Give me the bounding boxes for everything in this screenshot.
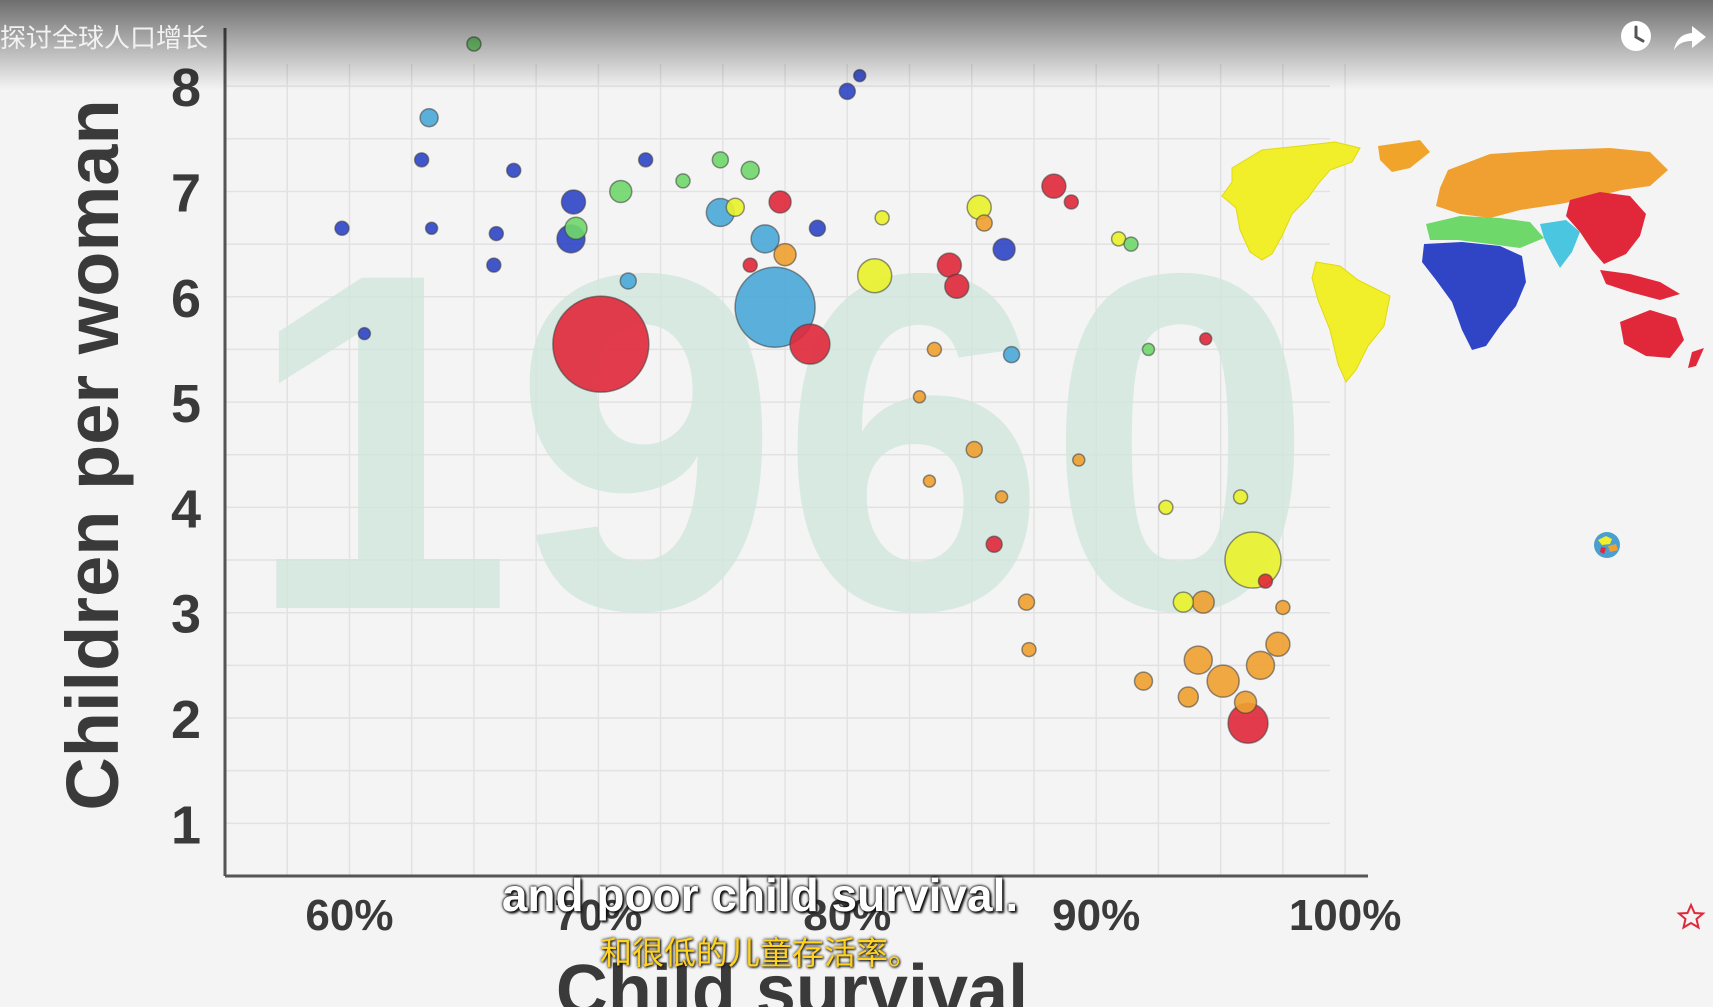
data-point-america[interactable] [1172,591,1195,613]
share-icon[interactable] [1670,16,1710,56]
y-tick-labels: 12345678 [171,58,201,855]
data-point-europe-central-asia[interactable] [1191,590,1215,614]
data-point-east-asia-pacific[interactable] [552,295,650,393]
watch-later-icon[interactable] [1616,16,1656,56]
data-point-europe-central-asia[interactable] [1183,645,1213,675]
data-point-sub-saharan-africa[interactable] [808,219,827,238]
y-tick-label: 6 [171,269,201,329]
video-top-overlay [0,0,1713,90]
map-africa [1422,242,1526,350]
x-tick-label: 100% [1289,891,1402,940]
favorite-star-icon[interactable] [1676,902,1706,932]
data-point-europe-central-asia[interactable] [1021,641,1037,658]
data-point-sub-saharan-africa[interactable] [486,257,502,273]
y-axis-label: Children per woman [51,99,134,810]
map-new-zealand [1688,348,1704,368]
data-point-east-asia-pacific[interactable] [944,273,970,299]
map-greenland [1378,140,1430,172]
data-point-sub-saharan-africa[interactable] [424,221,439,236]
data-point-sub-saharan-africa[interactable] [413,152,430,168]
data-point-east-asia-pacific[interactable] [768,190,792,214]
data-point-east-asia-pacific[interactable] [985,535,1003,554]
data-point-europe-central-asia[interactable] [1265,631,1291,658]
data-point-europe-central-asia[interactable] [975,214,993,232]
data-point-europe-central-asia[interactable] [965,440,983,459]
data-point-south-asia[interactable] [734,266,816,349]
data-point-sub-saharan-africa[interactable] [334,220,350,237]
data-point-sub-saharan-africa[interactable] [505,162,522,179]
data-point-america[interactable] [1158,499,1174,516]
x-tick-label: 70% [554,891,642,940]
map-europe-asia [1436,148,1668,218]
data-point-europe-central-asia[interactable] [1275,599,1291,616]
data-point-america[interactable] [874,210,890,226]
data-point-sub-saharan-africa[interactable] [637,152,654,168]
data-point-europe-central-asia[interactable] [1177,686,1200,708]
map-se-asia-islands [1600,270,1680,300]
data-point-europe-central-asia[interactable] [926,341,943,358]
video-title[interactable]: 探讨全球人口增长 [0,24,209,54]
data-point-middle-east-north-africa[interactable] [711,151,730,169]
y-tick-label: 3 [171,585,201,645]
data-point-east-asia-pacific[interactable] [1257,573,1274,589]
data-point-sub-saharan-africa[interactable] [560,189,587,215]
data-point-america[interactable] [856,257,893,294]
map-australia [1620,310,1684,358]
map-east-asia [1566,192,1646,264]
data-point-sub-saharan-africa[interactable] [992,237,1016,262]
data-point-east-asia-pacific[interactable] [1198,332,1213,346]
subtitle-chinese: 和很低的儿童存活率。 [599,934,920,972]
data-points [334,36,1291,745]
data-point-america[interactable] [725,197,746,217]
map-middle-east [1426,216,1544,248]
x-tick-label: 90% [1052,891,1140,940]
data-point-east-asia-pacific[interactable] [789,323,831,365]
data-point-europe-central-asia[interactable] [1072,453,1086,467]
world-map-legend[interactable] [1221,140,1704,383]
data-point-south-asia[interactable] [750,224,780,254]
data-point-south-asia[interactable] [1002,345,1021,364]
y-tick-label: 5 [171,374,201,434]
data-point-south-asia[interactable] [619,272,637,290]
data-point-america[interactable] [1232,489,1249,505]
data-point-europe-central-asia[interactable] [922,474,937,488]
y-tick-label: 2 [171,690,201,750]
data-point-middle-east-north-africa[interactable] [675,173,691,189]
x-tick-labels: 60% 70% 80% 90% 100% [305,891,1401,940]
data-point-middle-east-north-africa[interactable] [1123,236,1139,252]
x-tick-label: 60% [305,891,393,940]
map-south-asia [1540,220,1580,268]
globe-icon[interactable] [1592,530,1622,560]
data-point-middle-east-north-africa[interactable] [609,179,633,204]
data-point-europe-central-asia[interactable] [773,242,797,267]
subtitle-english: and poor child survival. [501,869,1019,921]
data-point-europe-central-asia[interactable] [994,490,1009,504]
data-point-east-asia-pacific[interactable] [742,257,758,273]
data-point-europe-central-asia[interactable] [1245,650,1276,681]
y-tick-label: 1 [171,795,201,855]
data-point-europe-central-asia[interactable] [1233,690,1258,714]
y-tick-label: 7 [171,163,201,223]
data-point-europe-central-asia[interactable] [912,390,927,404]
map-north-america [1221,141,1361,261]
x-tick-label: 80% [803,891,891,940]
y-tick-label: 4 [171,479,201,539]
data-point-sub-saharan-africa[interactable] [488,225,505,242]
map-south-america [1311,261,1391,383]
data-point-europe-central-asia[interactable] [1206,664,1240,698]
data-point-east-asia-pacific[interactable] [1041,173,1067,199]
data-point-middle-east-north-africa[interactable] [564,216,588,241]
data-point-europe-central-asia[interactable] [1017,593,1036,611]
data-point-east-asia-pacific[interactable] [1063,194,1080,210]
data-point-sub-saharan-africa[interactable] [357,326,372,341]
x-axis-label: Child survival [556,951,1028,1007]
chart-axes [223,28,1368,878]
data-point-south-asia[interactable] [419,107,439,128]
data-point-middle-east-north-africa[interactable] [740,160,760,181]
data-point-middle-east-north-africa[interactable] [1141,342,1156,357]
data-point-europe-central-asia[interactable] [1133,671,1154,691]
